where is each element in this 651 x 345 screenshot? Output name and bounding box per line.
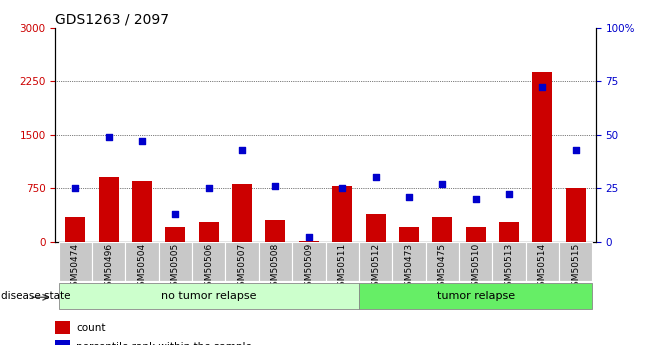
Text: GSM50473: GSM50473 [404, 243, 413, 292]
Text: no tumor relapse: no tumor relapse [161, 291, 256, 301]
Text: GSM50509: GSM50509 [304, 243, 313, 292]
Bar [225, 241, 259, 281]
Point [70, 185, 81, 191]
Bar [199, 221, 219, 242]
Point [104, 134, 114, 139]
Point [170, 211, 180, 216]
Text: percentile rank within the sample: percentile rank within the sample [77, 342, 253, 345]
Point [404, 194, 414, 199]
Text: GSM50513: GSM50513 [505, 243, 514, 292]
Bar [465, 227, 486, 242]
Point [437, 181, 447, 187]
Text: disease state: disease state [1, 291, 70, 301]
Point [337, 185, 348, 191]
Bar [55, 340, 70, 345]
Bar [359, 241, 392, 281]
Bar [365, 214, 385, 242]
Point [303, 235, 314, 240]
Text: GDS1263 / 2097: GDS1263 / 2097 [55, 12, 169, 27]
Bar [65, 217, 85, 241]
Bar [59, 283, 359, 309]
Point [204, 185, 214, 191]
Text: GSM50505: GSM50505 [171, 243, 180, 292]
Bar [426, 241, 459, 281]
Point [471, 196, 481, 201]
Bar [566, 188, 586, 241]
Bar [459, 241, 492, 281]
Text: GSM50504: GSM50504 [137, 243, 146, 292]
Bar [399, 227, 419, 242]
Bar [266, 220, 286, 242]
Bar [559, 241, 592, 281]
Bar [499, 221, 519, 242]
Bar [159, 241, 192, 281]
Point [137, 138, 147, 144]
Bar [492, 241, 525, 281]
Point [570, 147, 581, 152]
Point [537, 85, 547, 90]
Bar [99, 177, 118, 242]
Text: GSM50511: GSM50511 [338, 243, 347, 292]
Text: GSM50515: GSM50515 [571, 243, 580, 292]
Bar [292, 241, 326, 281]
Text: GSM50510: GSM50510 [471, 243, 480, 292]
Text: GSM50508: GSM50508 [271, 243, 280, 292]
Text: GSM50474: GSM50474 [71, 243, 80, 292]
Text: count: count [77, 323, 106, 333]
Bar [55, 321, 70, 335]
Bar [92, 241, 126, 281]
Point [504, 192, 514, 197]
Bar [533, 72, 552, 242]
Bar [259, 241, 292, 281]
Bar [432, 217, 452, 241]
Bar [392, 241, 426, 281]
Text: GSM50506: GSM50506 [204, 243, 214, 292]
Text: GSM50507: GSM50507 [238, 243, 247, 292]
Bar [165, 227, 186, 242]
Text: GSM50475: GSM50475 [437, 243, 447, 292]
Bar [126, 241, 159, 281]
Point [270, 183, 281, 189]
Text: GSM50514: GSM50514 [538, 243, 547, 292]
Bar [359, 283, 592, 309]
Text: tumor relapse: tumor relapse [437, 291, 515, 301]
Bar [192, 241, 225, 281]
Point [370, 175, 381, 180]
Bar [332, 186, 352, 242]
Bar [59, 241, 92, 281]
Bar [132, 181, 152, 241]
Point [237, 147, 247, 152]
Text: GSM50496: GSM50496 [104, 243, 113, 292]
Bar [232, 185, 252, 242]
Text: GSM50512: GSM50512 [371, 243, 380, 292]
Bar [525, 241, 559, 281]
Bar [326, 241, 359, 281]
